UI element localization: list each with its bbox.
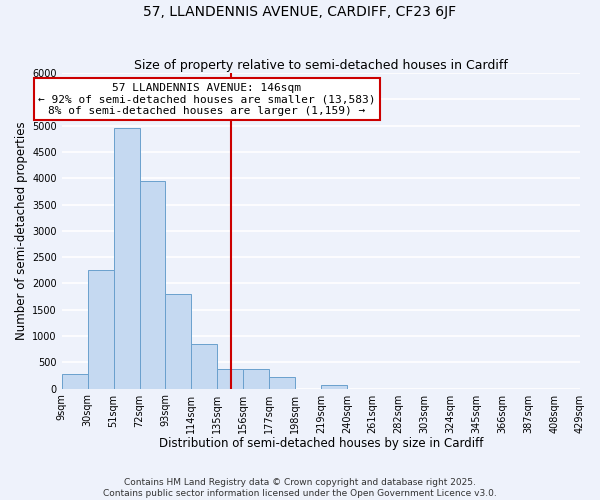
Text: Contains HM Land Registry data © Crown copyright and database right 2025.
Contai: Contains HM Land Registry data © Crown c…	[103, 478, 497, 498]
Bar	[113, 128, 140, 388]
Bar	[62, 374, 88, 388]
X-axis label: Distribution of semi-detached houses by size in Cardiff: Distribution of semi-detached houses by …	[159, 437, 483, 450]
Bar	[217, 368, 243, 388]
Bar	[269, 377, 295, 388]
Text: 57 LLANDENNIS AVENUE: 146sqm
← 92% of semi-detached houses are smaller (13,583)
: 57 LLANDENNIS AVENUE: 146sqm ← 92% of se…	[38, 82, 376, 116]
Bar	[166, 294, 191, 388]
Bar	[321, 386, 347, 388]
Bar	[88, 270, 113, 388]
Bar	[191, 344, 217, 389]
Y-axis label: Number of semi-detached properties: Number of semi-detached properties	[15, 122, 28, 340]
Title: Size of property relative to semi-detached houses in Cardiff: Size of property relative to semi-detach…	[134, 59, 508, 72]
Text: 57, LLANDENNIS AVENUE, CARDIFF, CF23 6JF: 57, LLANDENNIS AVENUE, CARDIFF, CF23 6JF	[143, 5, 457, 19]
Bar	[243, 368, 269, 388]
Bar	[140, 181, 166, 388]
